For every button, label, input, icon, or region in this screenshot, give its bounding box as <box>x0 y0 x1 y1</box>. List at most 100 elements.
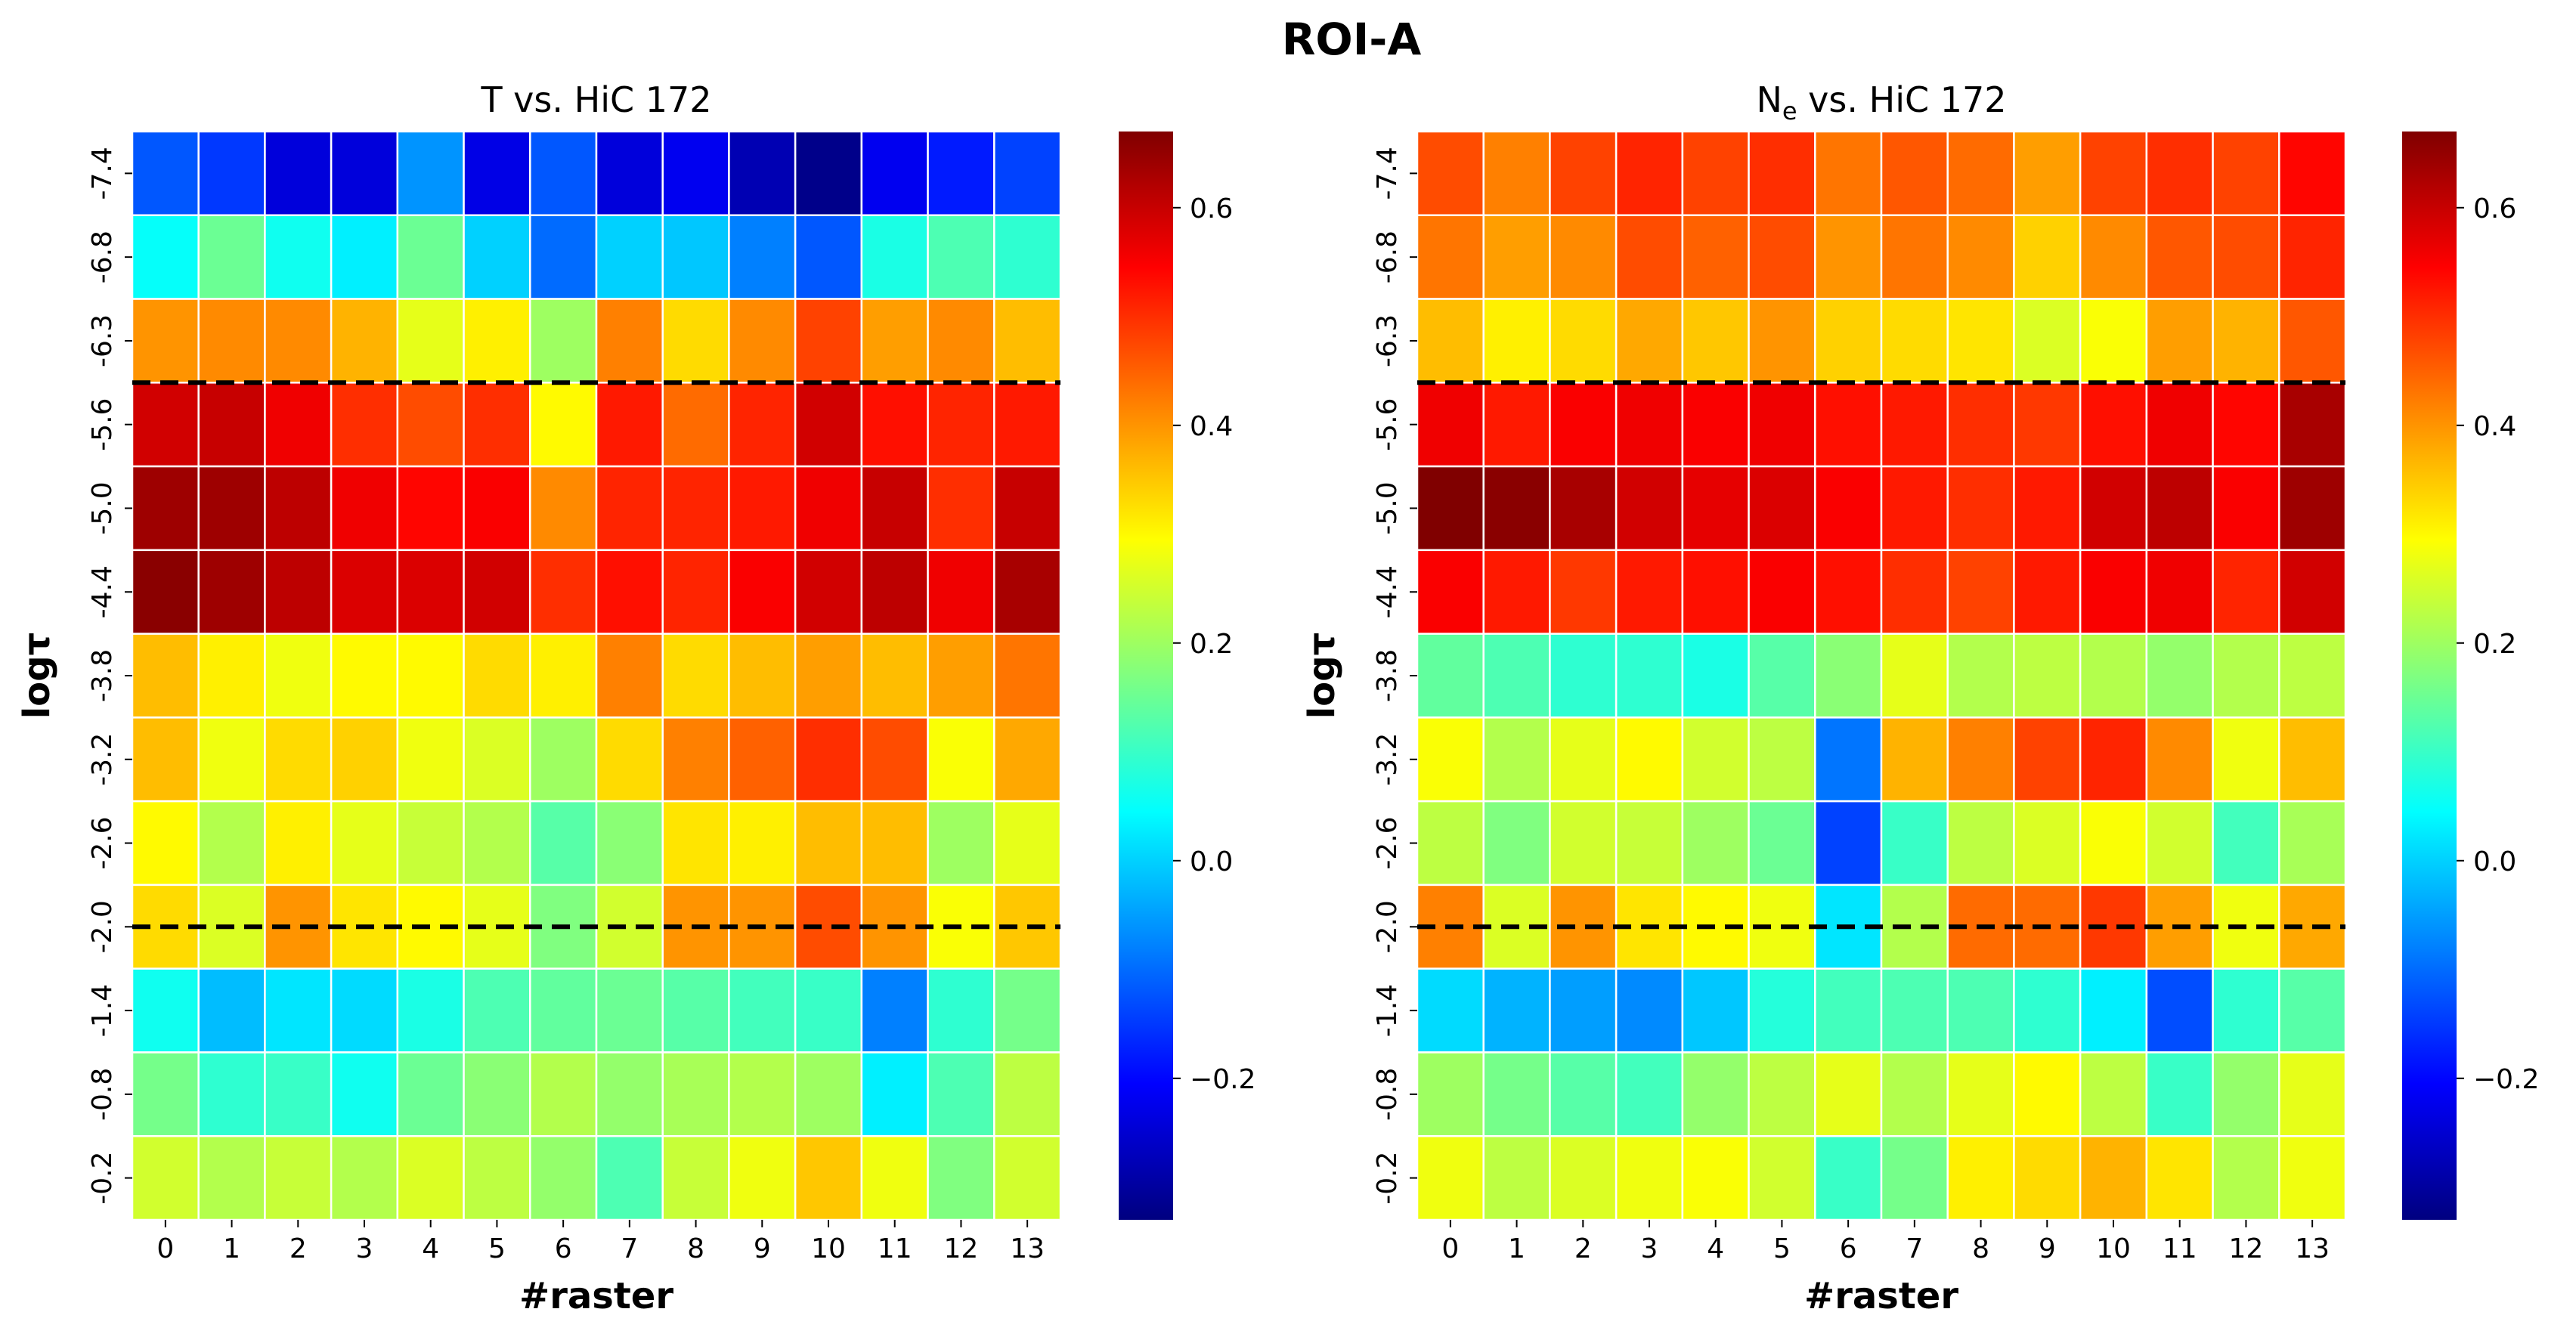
heatmap-cell <box>595 633 664 719</box>
heatmap-cell <box>2145 716 2214 803</box>
heatmap-cell <box>2212 214 2280 300</box>
heatmap-cell <box>927 549 995 635</box>
x-tick-label: 6 <box>1840 1233 1857 1264</box>
heatmap-cell <box>463 465 531 552</box>
heatmap-cell <box>2278 633 2347 719</box>
heatmap-cell <box>197 633 266 719</box>
heatmap-cell <box>1549 382 1618 468</box>
heatmap-cell <box>264 1134 333 1221</box>
heatmap-cell <box>1946 1051 2015 1137</box>
heatmap-cell <box>2145 465 2214 552</box>
heatmap-cells <box>1416 130 2347 1221</box>
heatmap-cell <box>1748 633 1816 719</box>
heatmap-cell <box>1748 1134 1816 1221</box>
heatmap-cell <box>2079 214 2148 300</box>
colorbar-tick-label: −0.2 <box>2473 1064 2539 1095</box>
heatmap-cell <box>794 382 863 468</box>
heatmap-cell <box>728 298 797 384</box>
heatmap-cell <box>1615 1051 1684 1137</box>
heatmap-cell <box>1880 1134 1949 1221</box>
heatmap-cell <box>1549 298 1618 384</box>
heatmap-cell <box>1880 549 1949 635</box>
heatmap-cell <box>463 1134 531 1221</box>
heatmap-cell <box>1681 298 1750 384</box>
heatmap-cell <box>1748 967 1816 1054</box>
y-axis-label: logτ <box>16 633 58 719</box>
heatmap-cell <box>1681 800 1750 887</box>
y-tick-label: -0.8 <box>1372 1068 1403 1121</box>
heatmap-cell <box>131 298 200 384</box>
heatmap-cell <box>131 800 200 887</box>
heatmap-cell <box>1946 967 2015 1054</box>
heatmap-cell <box>463 549 531 635</box>
heatmap-cell <box>529 465 598 552</box>
y-tick-label: -7.4 <box>87 147 118 200</box>
x-tick-label: 2 <box>1574 1233 1592 1264</box>
colorbar-tick-label: 0.0 <box>2473 846 2516 877</box>
heatmap-cell <box>728 214 797 300</box>
heatmap-cell <box>1615 214 1684 300</box>
y-tick-label: -5.0 <box>87 481 118 534</box>
heatmap-cell <box>1681 214 1750 300</box>
heatmap-cell <box>1482 382 1551 468</box>
heatmap-cell <box>2278 549 2347 635</box>
heatmap-cell <box>927 1134 995 1221</box>
heatmap-cell <box>1416 1134 1485 1221</box>
heatmap-cell <box>1615 1134 1684 1221</box>
heatmap-cell <box>1748 214 1816 300</box>
heatmap-cell <box>529 800 598 887</box>
heatmap-cell <box>1748 800 1816 887</box>
heatmap-cell <box>661 633 730 719</box>
heatmap-cell <box>1615 549 1684 635</box>
y-tick-label: -6.3 <box>87 314 118 367</box>
heatmap-cell <box>993 465 1062 552</box>
heatmap-cell <box>1814 549 1883 635</box>
heatmap-cell <box>1946 549 2015 635</box>
heatmap-cell <box>2013 298 2082 384</box>
heatmap-cell <box>463 967 531 1054</box>
heatmap-cell <box>1880 298 1949 384</box>
heatmap-cell <box>1549 549 1618 635</box>
heatmap-cell <box>197 967 266 1054</box>
heatmap-cell <box>927 382 995 468</box>
heatmap-cell <box>2079 465 2148 552</box>
heatmap-cell <box>661 465 730 552</box>
heatmap-cell <box>463 716 531 803</box>
heatmap-cell <box>927 967 995 1054</box>
heatmap-cell <box>463 382 531 468</box>
heatmap-cell <box>2212 549 2280 635</box>
heatmap-cell <box>463 1051 531 1137</box>
heatmap-cell <box>330 1051 399 1137</box>
heatmap-cell <box>2079 549 2148 635</box>
heatmap-cell <box>330 633 399 719</box>
heatmap-cell <box>2278 298 2347 384</box>
heatmap-cell <box>1681 967 1750 1054</box>
heatmap-cell <box>396 800 465 887</box>
heatmap-cell <box>396 967 465 1054</box>
heatmap-cell <box>2278 130 2347 217</box>
heatmap-cell <box>1416 549 1485 635</box>
heatmap-cell <box>1880 633 1949 719</box>
heatmap-cell <box>396 1051 465 1137</box>
heatmap-cell <box>728 967 797 1054</box>
heatmap-cell <box>595 298 664 384</box>
y-tick-label: -4.4 <box>1372 565 1403 618</box>
heatmap-cell <box>1416 716 1485 803</box>
heatmap-cell <box>860 1051 929 1137</box>
heatmap-cell <box>794 716 863 803</box>
heatmap-cell <box>2079 1134 2148 1221</box>
heatmap-cell <box>197 716 266 803</box>
x-tick-label: 11 <box>878 1233 912 1264</box>
heatmap-cell <box>463 130 531 217</box>
heatmap-cell <box>1549 130 1618 217</box>
heatmap-cell <box>2013 967 2082 1054</box>
heatmap-cell <box>330 130 399 217</box>
heatmap-cell <box>1482 465 1551 552</box>
colorbar-tick-label: 0.4 <box>1190 411 1233 442</box>
heatmap-cell <box>1416 1051 1485 1137</box>
heatmap-cell <box>2278 1134 2347 1221</box>
heatmap-cell <box>1814 716 1883 803</box>
heatmap-cell <box>2278 967 2347 1054</box>
y-tick-label: -3.8 <box>1372 649 1403 702</box>
